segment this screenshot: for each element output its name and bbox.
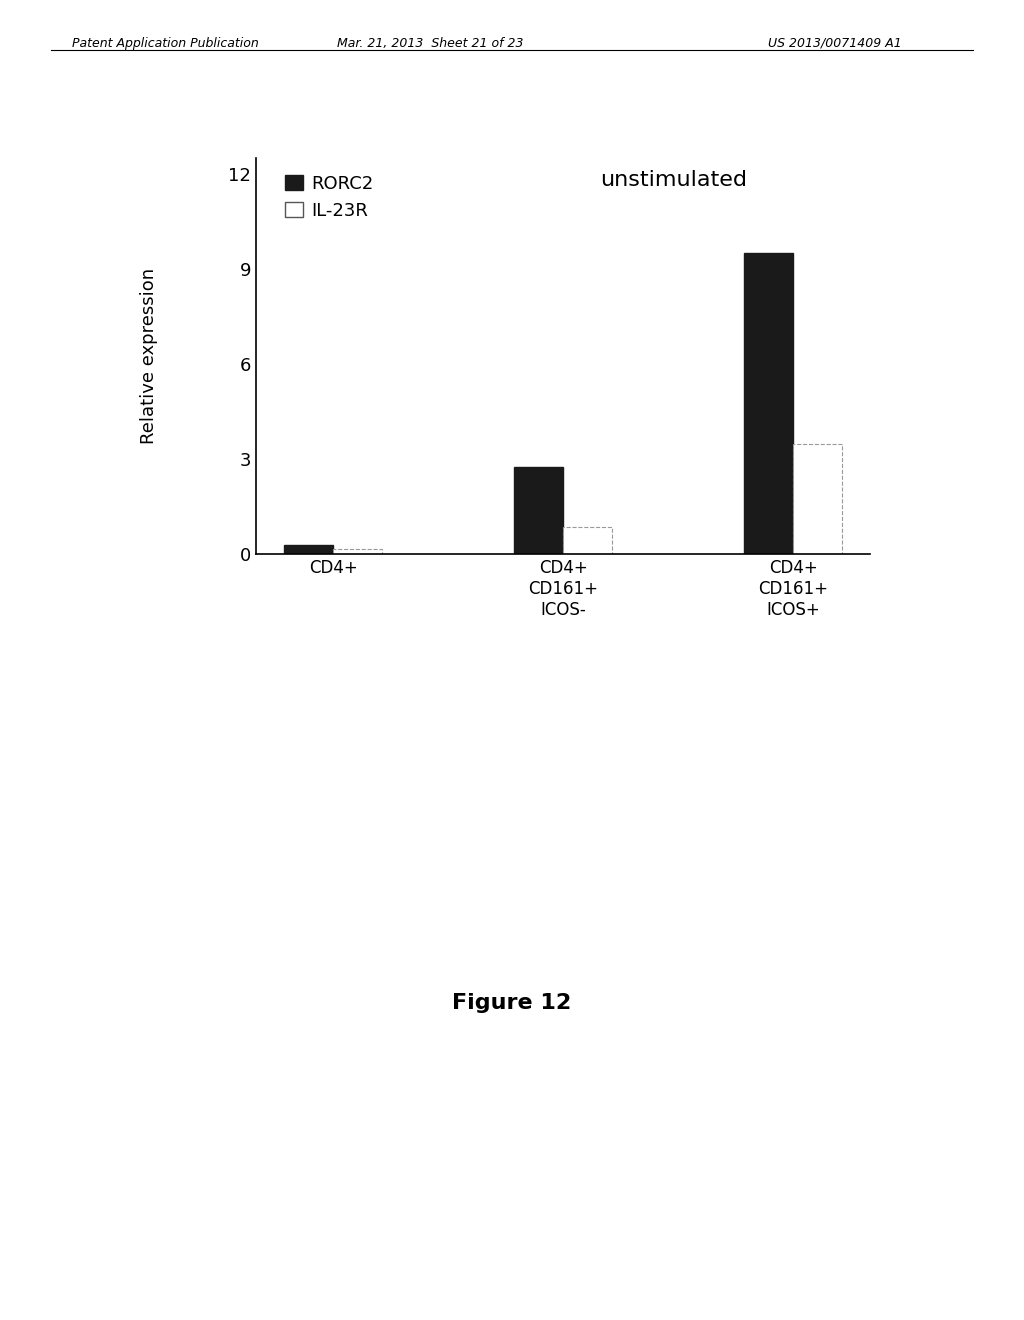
Bar — [333, 549, 382, 554]
Legend: RORC2, IL-23R: RORC2, IL-23R — [278, 168, 381, 227]
Text: unstimulated: unstimulated — [600, 170, 748, 190]
Text: Patent Application Publication: Patent Application Publication — [72, 37, 258, 50]
Bar — [514, 467, 563, 554]
Bar — [563, 528, 612, 554]
Bar — [744, 253, 794, 554]
Bar — [794, 444, 843, 554]
Bar — [284, 545, 333, 554]
Text: US 2013/0071409 A1: US 2013/0071409 A1 — [768, 37, 902, 50]
Text: Figure 12: Figure 12 — [453, 993, 571, 1014]
Y-axis label: Relative expression: Relative expression — [139, 268, 158, 445]
Text: Mar. 21, 2013  Sheet 21 of 23: Mar. 21, 2013 Sheet 21 of 23 — [337, 37, 523, 50]
